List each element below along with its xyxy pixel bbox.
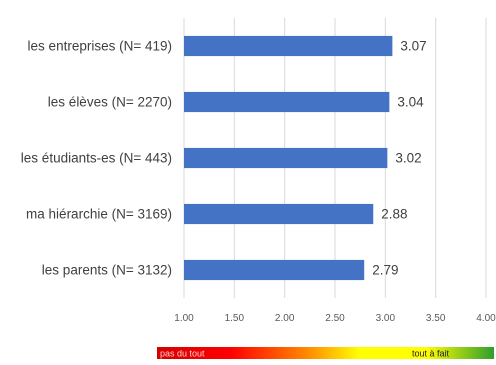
bar — [184, 259, 365, 281]
x-tick-label: 2.50 — [325, 313, 345, 324]
category-label: les étudiants-es (N= 443) — [21, 151, 172, 166]
value-label: 3.02 — [395, 151, 421, 166]
x-tick-label: 3.50 — [426, 313, 446, 324]
value-label: 2.88 — [381, 207, 407, 222]
category-labels: les entreprises (N= 419) les élèves (N= 2… — [21, 39, 172, 278]
category-label: les parents (N= 3132) — [42, 263, 172, 278]
bars-group — [184, 35, 393, 281]
legend-max-label: tout à fait — [412, 349, 450, 359]
legend-min-label: pas du tout — [160, 349, 205, 359]
x-tick-labels: 1.00 1.50 2.00 2.50 3.00 3.50 4.00 — [174, 313, 496, 324]
bar — [184, 35, 393, 57]
value-label: 3.04 — [397, 95, 424, 110]
x-tick-label: 4.00 — [476, 313, 496, 324]
legend-scale: pas du tout tout à fait — [157, 347, 494, 359]
x-tick-label: 2.00 — [275, 313, 295, 324]
value-labels: 3.07 3.04 3.02 2.88 2.79 — [372, 39, 426, 278]
bar — [184, 203, 374, 225]
legend-gradient-bar — [157, 347, 494, 359]
value-label: 2.79 — [372, 263, 398, 278]
category-label: les élèves (N= 2270) — [48, 95, 172, 110]
x-tick-label: 3.00 — [376, 313, 396, 324]
bar — [184, 91, 390, 113]
category-label: ma hiérarchie (N= 3169) — [26, 207, 172, 222]
bar — [184, 147, 388, 169]
value-label: 3.07 — [400, 39, 426, 54]
category-label: les entreprises (N= 419) — [28, 39, 172, 54]
x-tick-label: 1.00 — [174, 313, 194, 324]
x-tick-label: 1.50 — [225, 313, 245, 324]
